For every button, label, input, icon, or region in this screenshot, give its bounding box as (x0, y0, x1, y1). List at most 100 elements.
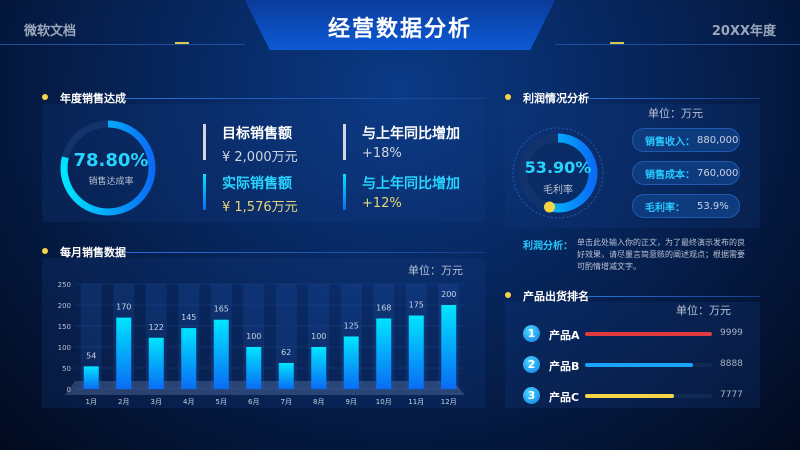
section-divider (588, 98, 760, 99)
bar (83, 366, 99, 389)
header-accent (175, 42, 189, 44)
actual-label: 实际销售额 (222, 176, 292, 192)
sales-rate-label: 销售达成率 (88, 177, 134, 187)
product-value: 8888 (720, 359, 743, 369)
bar (116, 317, 132, 389)
data-label: 200 (441, 290, 456, 299)
bar (343, 336, 359, 389)
data-label: 54 (86, 351, 96, 360)
section-title: 每月销售数据 (60, 246, 126, 259)
data-label: 125 (344, 322, 359, 331)
product-value: 9999 (720, 328, 743, 338)
pill-sales-revenue: 销售收入： 880,000 (632, 128, 740, 152)
page-title: 经营数据分析 (327, 17, 472, 42)
x-tick-label: 11月 (408, 398, 424, 406)
rank-badge: 3 (523, 387, 540, 404)
analysis-label: 利润分析： (523, 241, 573, 252)
data-label: 175 (409, 301, 424, 310)
stat-marker (203, 124, 206, 160)
target-value: ¥ 2,000万元 (222, 150, 298, 165)
gross-margin-arc (518, 133, 598, 213)
data-label: 145 (181, 313, 196, 322)
x-tick-label: 1月 (86, 398, 97, 406)
y-tick-label: 0 (67, 386, 71, 394)
pill-value: 53.9% (697, 200, 729, 212)
gross-margin-marker (544, 201, 556, 213)
rank-bar-track (585, 332, 712, 336)
bar (148, 337, 164, 389)
data-label: 100 (311, 332, 326, 341)
y-tick-label: 150 (58, 323, 71, 331)
x-tick-label: 12月 (441, 398, 457, 406)
rank-bar-fill (585, 363, 693, 367)
stat-marker (203, 174, 206, 210)
pill-label: 销售成本： (645, 169, 695, 181)
pill-gross-margin: 毛利率： 53.9% (632, 194, 740, 218)
chart-unit: 单位：万元 (408, 264, 463, 277)
rank-bar-track (585, 394, 712, 398)
product-name: 产品B (549, 360, 580, 373)
product-name: 产品A (549, 329, 580, 342)
section-divider (125, 98, 485, 99)
monthly-sales-chart: 0 50 100 150 200 250 54 1月 170 2月 122 3月 145 4月 165 5月 1… (58, 281, 465, 406)
header-accent (610, 42, 624, 44)
data-label: 100 (246, 332, 261, 341)
rank-bar-fill (585, 394, 674, 398)
header-line-left (0, 44, 245, 45)
bar (278, 362, 294, 389)
product-name: 产品C (549, 391, 580, 404)
rank-badge: 1 (523, 325, 540, 342)
section-dot (505, 94, 511, 100)
bar (213, 319, 229, 389)
header-year: 20XX年度 (711, 24, 776, 39)
section-title: 利润情况分析 (523, 92, 589, 105)
bar (408, 315, 424, 389)
section-dot (42, 94, 48, 100)
x-tick-label: 7月 (281, 398, 292, 406)
pill-label: 毛利率： (645, 202, 685, 214)
header-line-right (555, 44, 800, 45)
bar-background (80, 284, 102, 389)
section-divider (588, 296, 760, 297)
data-label: 122 (149, 323, 164, 332)
rank-bar-track (585, 363, 712, 367)
pill-value: 880,000 (697, 134, 739, 146)
actual-yoy-label: 与上年同比增加 (362, 176, 460, 192)
data-label: 168 (376, 303, 391, 312)
section-title: 年度销售达成 (60, 92, 126, 105)
product-value: 7777 (720, 390, 743, 400)
y-tick-label: 100 (58, 344, 71, 352)
x-tick-label: 5月 (216, 398, 227, 406)
section-dot (505, 292, 511, 298)
chart-floor (65, 381, 465, 395)
rank-badge: 2 (523, 356, 540, 373)
x-tick-label: 10月 (376, 398, 392, 406)
ranking-unit: 单位：万元 (676, 304, 731, 317)
actual-value: ¥ 1,576万元 (222, 200, 298, 215)
gross-margin-value: 53.90% (524, 158, 592, 177)
section-divider (125, 252, 485, 253)
gross-margin-ring (512, 127, 604, 219)
pill-value: 760,000 (697, 167, 739, 179)
stat-marker (343, 174, 346, 210)
bar-background (275, 284, 297, 389)
stat-marker (343, 124, 346, 160)
pill-sales-cost: 销售成本： 760,000 (632, 161, 740, 185)
sales-rate-ring (60, 120, 156, 216)
section-dot (42, 248, 48, 254)
section-title: 产品出货排名 (523, 290, 589, 303)
y-tick-label: 200 (58, 302, 71, 310)
target-label: 目标销售额 (222, 126, 292, 142)
data-label: 62 (281, 348, 291, 357)
x-tick-label: 2月 (118, 398, 129, 406)
data-label: 165 (214, 305, 229, 314)
profit-unit: 单位：万元 (648, 107, 703, 120)
header-left-label: 微软文档 (24, 24, 77, 39)
x-tick-label: 3月 (151, 398, 162, 406)
bar (441, 305, 457, 389)
x-tick-label: 6月 (248, 398, 259, 406)
sales-rate-arc (60, 120, 156, 216)
pill-label: 销售收入： (645, 136, 695, 148)
analysis-text: 单击此处输入你的正文，为了最终演示发布的良好效果，请尽量言简意赅的阐述观点；根据… (577, 238, 745, 271)
bar (311, 347, 327, 389)
